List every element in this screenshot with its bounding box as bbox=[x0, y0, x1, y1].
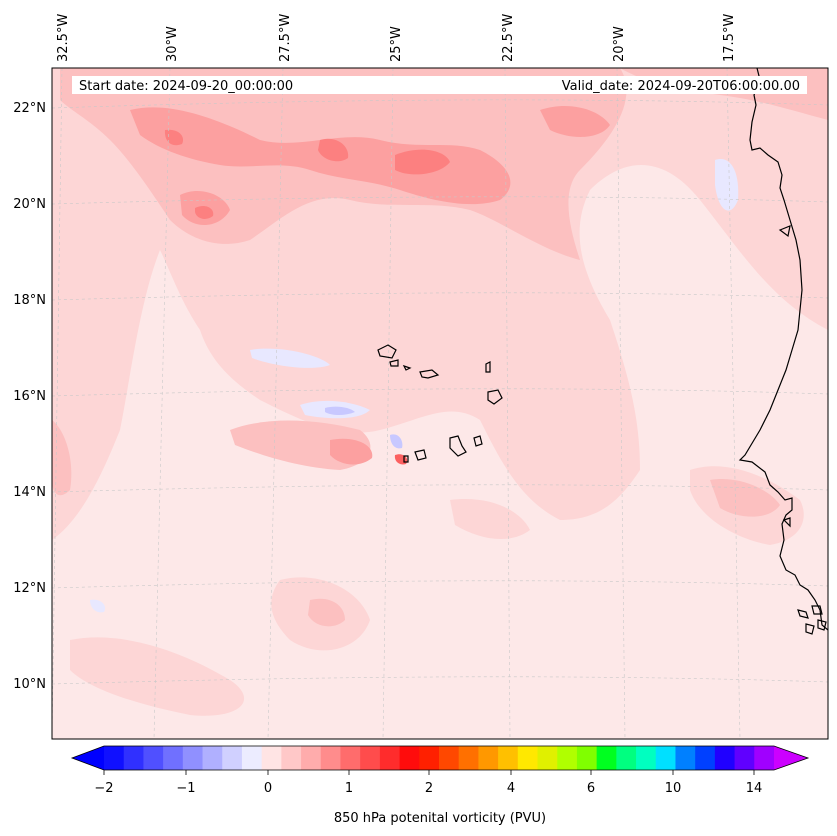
longitude-labels: 32.5°W 30°W 27.5°W 25°W 22.5°W 20°W 17.5… bbox=[56, 14, 737, 62]
colorbar-segments bbox=[104, 746, 775, 770]
gridlines bbox=[52, 68, 828, 739]
colorbar-segment bbox=[281, 746, 302, 770]
pv-contour-high bbox=[130, 107, 511, 205]
pv-contour-high-ne bbox=[540, 105, 610, 137]
pv-contour-max-3 bbox=[195, 205, 214, 219]
map-border bbox=[51, 67, 829, 740]
colorbar-segment bbox=[439, 746, 460, 770]
colorbar-tick-label: −1 bbox=[176, 781, 195, 796]
lat-label: 18°N bbox=[13, 293, 46, 308]
colorbar-segment bbox=[143, 746, 164, 770]
colorbar-segment bbox=[202, 746, 223, 770]
colorbar-tick-label: 14 bbox=[746, 781, 763, 796]
colorbar-segment bbox=[517, 746, 539, 770]
coastline-cape-verde bbox=[377, 344, 503, 463]
lon-label: 30°W bbox=[165, 26, 180, 62]
colorbar-tick-label: 1 bbox=[345, 781, 353, 796]
pv-contour-max-2 bbox=[395, 149, 450, 175]
colorbar-segment bbox=[616, 746, 637, 770]
colorbar-segment bbox=[340, 746, 361, 770]
pv-contour-negative-5 bbox=[250, 348, 330, 368]
pv-contour-negative-6 bbox=[90, 599, 106, 613]
lat-label: 20°N bbox=[13, 197, 46, 212]
colorbar-segment bbox=[261, 746, 282, 770]
colorbar-segment bbox=[576, 746, 598, 770]
lat-label: 16°N bbox=[13, 389, 46, 404]
colorbar-segment bbox=[104, 746, 125, 770]
colorbar-segment bbox=[636, 746, 657, 770]
pv-contour-negative-3 bbox=[390, 434, 403, 449]
colorbar-extend-over bbox=[774, 746, 808, 770]
colorbar-tick-labels: −2 −1 0 1 2 4 6 10 14 bbox=[94, 781, 762, 796]
colorbar-segment bbox=[241, 746, 263, 770]
coastline-west-africa bbox=[738, 67, 829, 631]
colorbar-extend-under bbox=[72, 746, 104, 770]
colorbar-segment bbox=[222, 746, 243, 770]
start-date-label: Start date: 2024-09-20_00:00:00 bbox=[79, 79, 293, 94]
pv-contour-mid-east bbox=[710, 479, 780, 517]
map-panel bbox=[51, 67, 829, 740]
colorbar: −2 −1 0 1 2 4 6 10 14 850 hPa potenital … bbox=[70, 745, 810, 826]
colorbar-segment bbox=[537, 746, 558, 770]
colorbar-segment bbox=[655, 746, 676, 770]
pv-contour-negative-4 bbox=[715, 159, 739, 211]
colorbar-tick-label: 4 bbox=[507, 781, 515, 796]
valid-date-label: Valid_date: 2024-09-20T06:00:00.00 bbox=[562, 79, 800, 94]
lon-label: 20°W bbox=[612, 26, 627, 62]
lat-label: 22°N bbox=[13, 101, 46, 116]
colorbar-segment bbox=[498, 746, 519, 770]
colorbar-segment bbox=[478, 746, 499, 770]
colorbar-segment bbox=[163, 746, 184, 770]
colorbar-segment bbox=[675, 746, 696, 770]
latitude-labels: 22°N 20°N 18°N 16°N 14°N 12°N 10°N bbox=[13, 101, 46, 692]
lat-label: 10°N bbox=[13, 677, 46, 692]
colorbar-tick-label: −2 bbox=[94, 781, 113, 796]
pv-contour-mid-south bbox=[308, 598, 345, 627]
colorbar-segment bbox=[379, 746, 401, 770]
colorbar-label: 850 hPa potenital vorticity (PVU) bbox=[334, 811, 546, 826]
pv-contour-max-4 bbox=[164, 129, 184, 146]
colorbar-segment bbox=[695, 746, 716, 770]
pv-contour-high-center bbox=[330, 438, 373, 465]
pv-contour-mid-west bbox=[52, 420, 72, 496]
colorbar-segment bbox=[123, 746, 144, 770]
pv-contour-max-1 bbox=[318, 138, 349, 162]
lon-label: 22.5°W bbox=[501, 14, 516, 62]
colorbar-segment bbox=[734, 746, 755, 770]
lon-label: 25°W bbox=[389, 26, 404, 62]
colorbar-tick-label: 10 bbox=[665, 781, 682, 796]
lon-label: 32.5°W bbox=[56, 14, 71, 62]
colorbar-segment bbox=[596, 746, 617, 770]
date-header-background bbox=[72, 76, 807, 94]
colorbar-segment bbox=[419, 746, 440, 770]
colorbar-segment bbox=[301, 746, 322, 770]
lat-label: 14°N bbox=[13, 485, 46, 500]
colorbar-tick-label: 2 bbox=[425, 781, 433, 796]
coastline-islets bbox=[778, 225, 827, 635]
lon-label: 17.5°W bbox=[722, 14, 737, 62]
pv-contour-low-mid bbox=[450, 499, 530, 540]
colorbar-segment bbox=[714, 746, 736, 770]
colorbar-segment bbox=[557, 746, 578, 770]
colorbar-segment bbox=[458, 746, 479, 770]
lon-label: 27.5°W bbox=[278, 14, 293, 62]
pv-contour-negative-2 bbox=[325, 406, 355, 415]
pv-contour-low-south2 bbox=[70, 637, 245, 716]
colorbar-segment bbox=[754, 746, 775, 770]
lat-label: 12°N bbox=[13, 581, 46, 596]
colorbar-segment bbox=[320, 746, 341, 770]
colorbar-tick-label: 0 bbox=[264, 781, 272, 796]
colorbar-segment bbox=[360, 746, 381, 770]
colorbar-segment bbox=[182, 746, 204, 770]
colorbar-ticks bbox=[103, 770, 755, 775]
colorbar-tick-label: 6 bbox=[587, 781, 595, 796]
colorbar-segment bbox=[399, 746, 420, 770]
